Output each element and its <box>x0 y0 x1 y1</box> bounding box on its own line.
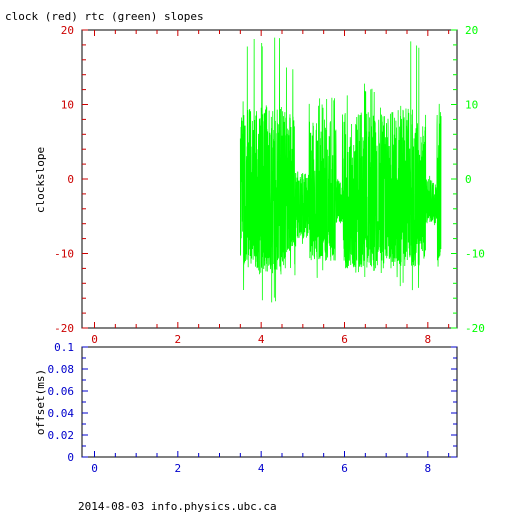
y-tick-label-left: -20 <box>54 322 74 335</box>
x-tick-label: 2 <box>175 462 182 475</box>
offset-plot-ticks: 0 2 4 6 8 0 0.02 0.04 0.06 0.08 0.1 <box>48 341 457 475</box>
y-tick-label: 0.02 <box>48 429 75 442</box>
y-tick-label: 0.1 <box>54 341 74 354</box>
y-tick-label: 0.08 <box>48 363 75 376</box>
y-tick-label-right: 20 <box>465 24 478 37</box>
y-tick-label-left: -10 <box>54 248 74 261</box>
offset-y-axis-label: offset(ms) <box>34 369 47 435</box>
y-tick-label: 0.04 <box>48 407 75 420</box>
x-tick-label: 2 <box>175 333 182 346</box>
x-tick-label: 0 <box>91 462 98 475</box>
slope-plot: 0 2 4 6 8 -20 -10 0 10 20 -20 -10 0 10 20 clockslope <box>34 24 485 346</box>
x-tick-label: 8 <box>425 333 432 346</box>
x-tick-label: 6 <box>341 333 348 346</box>
x-tick-label: 0 <box>91 333 98 346</box>
y-tick-label-left: 20 <box>61 24 74 37</box>
y-tick-label-right: 10 <box>465 99 478 112</box>
x-tick-label: 4 <box>258 462 265 475</box>
footer-caption: 2014-08-03 info.physics.ubc.ca <box>78 500 277 512</box>
rtc-series <box>239 37 442 303</box>
y-tick-label-right: 0 <box>465 173 472 186</box>
offset-plot: 0 2 4 6 8 0 0.02 0.04 0.06 0.08 0.1 offset(ms) <box>34 341 458 475</box>
slope-plot-ticks: 0 2 4 6 8 -20 -10 0 10 20 -20 -10 0 10 20 <box>54 24 485 346</box>
y-tick-label-right: -20 <box>465 322 485 335</box>
chart-title: clock (red) rtc (green) slopes <box>5 10 204 23</box>
y-tick-label-left: 0 <box>67 173 74 186</box>
rtc-series-line <box>239 37 442 303</box>
x-tick-label: 8 <box>425 462 432 475</box>
y-tick-label-left: 10 <box>61 99 74 112</box>
y-tick-label-right: -10 <box>465 248 485 261</box>
y-tick-label: 0 <box>67 451 74 464</box>
slope-y-axis-label: clockslope <box>34 147 47 213</box>
x-tick-label: 4 <box>258 333 265 346</box>
x-tick-label: 6 <box>341 462 348 475</box>
y-tick-label: 0.06 <box>48 385 75 398</box>
offset-plot-frame <box>81 346 458 458</box>
